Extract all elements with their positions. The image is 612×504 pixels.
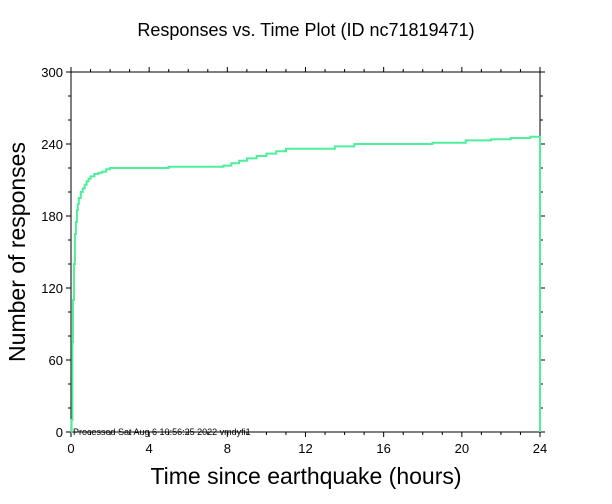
x-axis-label: Time since earthquake (hours) bbox=[150, 463, 461, 489]
processed-footnote: Processed Sat Aug 6 10:56:25 2022 vmdyfi… bbox=[73, 427, 251, 437]
x-tick-label: 4 bbox=[146, 441, 153, 456]
y-tick-label: 240 bbox=[41, 137, 63, 152]
y-tick-label: 0 bbox=[56, 425, 63, 440]
axis-ticks bbox=[66, 67, 545, 437]
y-tick-label: 180 bbox=[41, 209, 63, 224]
chart-title: Responses vs. Time Plot (ID nc71819471) bbox=[137, 20, 474, 40]
y-tick-label: 300 bbox=[41, 65, 63, 80]
y-axis-label: Number of responses bbox=[4, 142, 30, 362]
y-tick-label: 60 bbox=[49, 353, 63, 368]
x-tick-label: 20 bbox=[455, 441, 469, 456]
plot-area bbox=[70, 71, 541, 433]
x-tick-label: 16 bbox=[376, 441, 390, 456]
data-series-line bbox=[70, 135, 541, 433]
x-tick-label: 0 bbox=[67, 441, 74, 456]
x-tick-label: 12 bbox=[298, 441, 312, 456]
y-tick-label: 120 bbox=[41, 281, 63, 296]
x-tick-label: 24 bbox=[533, 441, 547, 456]
x-tick-label: 8 bbox=[224, 441, 231, 456]
